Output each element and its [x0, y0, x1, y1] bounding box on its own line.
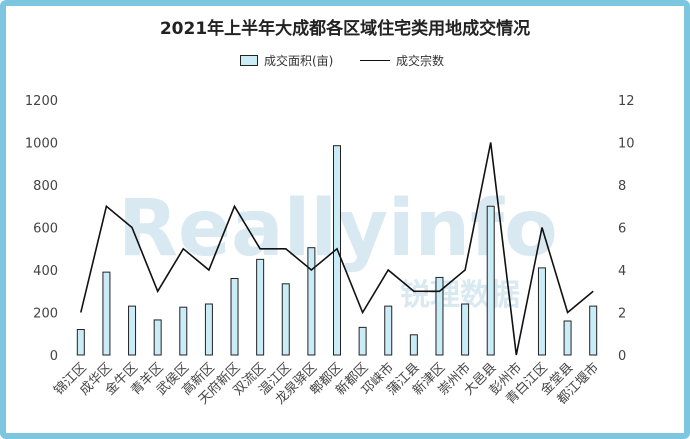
legend-swatch-line	[360, 59, 390, 61]
legend-label-count: 成交宗数	[396, 53, 445, 68]
y-right-tick-0: 0	[618, 349, 626, 364]
bar-武侯区	[179, 306, 188, 356]
legend-item-area: 成交面积(亩)	[240, 50, 333, 70]
y-left-tick-200: 200	[33, 307, 58, 322]
bar-龙泉驿区	[307, 247, 316, 356]
y-right-tick-12: 12	[618, 94, 635, 109]
bar-金牛区	[128, 305, 137, 356]
bar-锦江区	[76, 329, 85, 356]
bar-高新区	[204, 303, 213, 356]
chart-title: 2021年上半年大成都各区域住宅类用地成交情况	[159, 19, 531, 39]
bar-新津区	[435, 276, 444, 356]
y-left-tick-400: 400	[33, 264, 58, 279]
y-right-tick-8: 8	[618, 179, 626, 194]
y-left-tick-800: 800	[33, 179, 58, 194]
bar-大邑县	[486, 205, 495, 356]
bar-金堂县	[563, 320, 572, 356]
bar-青白江区	[537, 267, 546, 356]
legend: 成交面积(亩) 成交宗数	[0, 50, 690, 70]
y-left-tick-1200: 1200	[25, 94, 58, 109]
bar-崇州市	[461, 303, 470, 356]
bar-都江堰市	[589, 305, 598, 356]
watermark-subtext: 锐理数据	[400, 278, 520, 313]
y-right-tick-2: 2	[618, 307, 626, 322]
bar-成华区	[102, 271, 111, 356]
legend-item-count: 成交宗数	[360, 50, 444, 70]
line-series-count	[80, 142, 594, 356]
y-left-tick-0: 0	[50, 349, 58, 364]
bar-天府新区	[230, 278, 239, 356]
y-left-tick-600: 600	[33, 222, 58, 237]
bar-青羊区	[153, 319, 162, 356]
y-right-tick-6: 6	[618, 222, 626, 237]
legend-label-area: 成交面积(亩)	[264, 53, 334, 68]
y-left-tick-1000: 1000	[25, 137, 58, 152]
bar-双流区	[256, 258, 265, 356]
y-right-tick-10: 10	[618, 137, 635, 152]
y-right-tick-4: 4	[618, 264, 626, 279]
bar-温江区	[281, 283, 290, 356]
bar-蒲江县	[409, 334, 418, 356]
legend-swatch-bar	[240, 54, 258, 66]
bar-新都区	[358, 326, 367, 356]
bar-邛崃市	[384, 305, 393, 356]
